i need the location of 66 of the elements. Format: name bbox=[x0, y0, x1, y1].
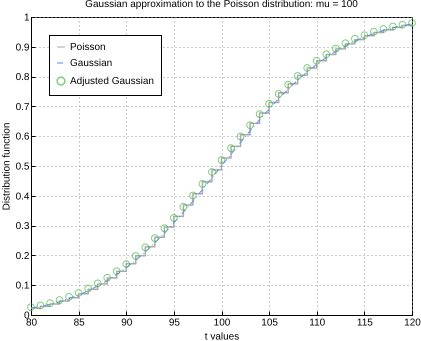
y-tick-label: 0.4 bbox=[16, 191, 30, 202]
point bbox=[74, 289, 82, 297]
point bbox=[132, 252, 140, 260]
point bbox=[370, 28, 378, 36]
point bbox=[84, 284, 92, 292]
point bbox=[256, 110, 264, 118]
point bbox=[141, 244, 150, 252]
y-tick-label: 0.6 bbox=[16, 132, 30, 143]
point bbox=[103, 274, 112, 282]
x-tick-label: 100 bbox=[214, 318, 231, 328]
point bbox=[360, 31, 368, 40]
y-tick-label: 0.9 bbox=[16, 42, 30, 54]
point bbox=[218, 156, 226, 164]
point bbox=[284, 80, 292, 88]
point bbox=[180, 202, 188, 211]
point bbox=[65, 292, 73, 301]
point bbox=[122, 260, 130, 268]
point bbox=[46, 299, 54, 307]
y-tick-label: 0.2 bbox=[16, 250, 30, 262]
point bbox=[398, 20, 406, 29]
legend-label: Poisson bbox=[70, 42, 106, 53]
point bbox=[198, 180, 206, 188]
point bbox=[408, 19, 416, 27]
x-tick-label: 110 bbox=[309, 318, 326, 328]
x-tick-label: 120 bbox=[404, 318, 421, 328]
y-tick-label: 0.8 bbox=[16, 72, 30, 84]
y-axis-title: Distribution function bbox=[2, 122, 13, 210]
point bbox=[274, 90, 283, 98]
y-tick-label: 0.7 bbox=[16, 102, 30, 113]
point bbox=[389, 22, 397, 30]
point bbox=[94, 280, 102, 288]
point bbox=[265, 100, 273, 108]
point bbox=[27, 303, 35, 312]
x-tick-label: 115 bbox=[356, 318, 374, 328]
point bbox=[350, 34, 359, 43]
x-tick-label: 85 bbox=[74, 318, 86, 328]
point bbox=[208, 168, 216, 176]
point bbox=[170, 214, 178, 222]
point bbox=[246, 121, 254, 130]
point bbox=[341, 39, 350, 48]
x-tick-label: 90 bbox=[121, 318, 133, 328]
point bbox=[312, 56, 321, 65]
point bbox=[227, 144, 235, 152]
point bbox=[56, 296, 64, 304]
point bbox=[36, 302, 44, 310]
x-tick-label: 80 bbox=[26, 318, 38, 328]
x-tick-label: 95 bbox=[168, 318, 180, 328]
point bbox=[112, 267, 121, 276]
x-tick-label: 105 bbox=[261, 318, 278, 328]
point bbox=[332, 44, 340, 52]
point bbox=[160, 224, 168, 232]
y-tick-label: 0.1 bbox=[16, 280, 30, 292]
point bbox=[236, 132, 244, 140]
point bbox=[294, 72, 302, 80]
point bbox=[303, 64, 312, 72]
chart-title: Gaussian approximation to the Poisson distribution: mu = 100 bbox=[85, 0, 358, 10]
x-axis-title: t values bbox=[204, 332, 240, 341]
y-tick-label: 0.3 bbox=[16, 221, 30, 232]
legend-label: Adjusted Gaussian bbox=[70, 76, 154, 87]
legend-label: Gaussian bbox=[70, 58, 112, 69]
point bbox=[322, 50, 330, 58]
point bbox=[150, 234, 159, 242]
point bbox=[380, 25, 388, 33]
point bbox=[189, 192, 197, 200]
y-tick-label: 1 bbox=[24, 12, 30, 24]
y-tick-label: 0.5 bbox=[16, 162, 30, 172]
